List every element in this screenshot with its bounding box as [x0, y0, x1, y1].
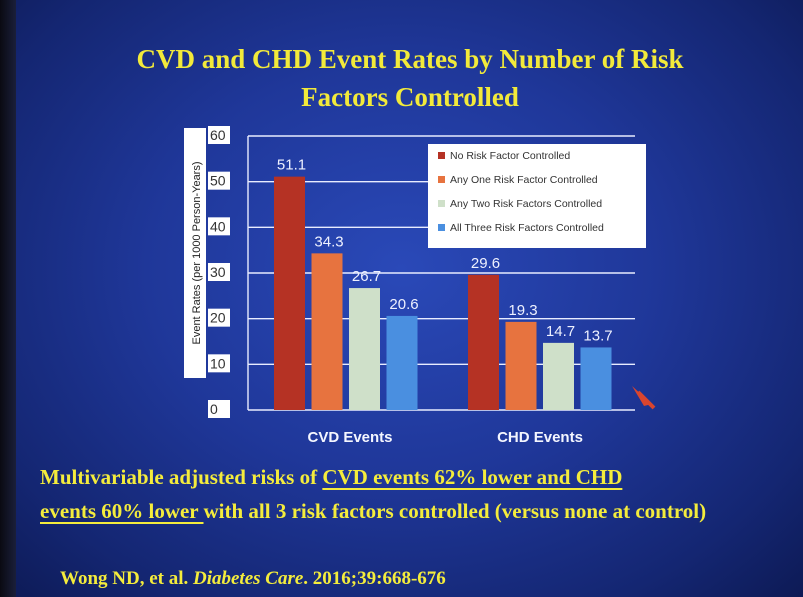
bar	[468, 274, 499, 410]
legend-swatch	[438, 224, 445, 231]
citation-rest: . 2016;39:668-676	[303, 568, 446, 589]
y-tick-label: 0	[210, 401, 218, 417]
bar	[386, 315, 418, 410]
data-label: 51.1	[277, 157, 306, 174]
slide-title: CVD and CHD Event Rates by Number of Ris…	[60, 40, 760, 116]
y-tick-label: 60	[210, 127, 226, 143]
y-tick-label: 10	[210, 355, 226, 371]
screen-bezel	[0, 0, 16, 597]
data-label: 26.7	[352, 268, 381, 285]
bar-chart: Event Rates (per 1000 Person-Years) 0 10 20…	[184, 126, 646, 446]
y-tick-box	[208, 217, 230, 236]
category-label: CHD Events	[497, 429, 583, 446]
citation: Wong ND, et al. Diabetes Care. 2016;39:6…	[60, 568, 446, 590]
legend-box	[428, 144, 646, 248]
citation-authors: Wong ND, et al.	[60, 568, 193, 589]
legend-label: Any Two Risk Factors Controlled	[450, 198, 602, 210]
title-line-2: Factors Controlled	[301, 82, 519, 112]
legend-label: No Risk Factor Controlled	[450, 150, 570, 162]
data-label: 19.3	[508, 302, 537, 319]
title-line-1: CVD and CHD Event Rates by Number of Ris…	[136, 44, 684, 74]
y-tick-box	[208, 263, 230, 281]
footer-underlined-2: events 60% lower	[40, 499, 204, 523]
footer-text-2: with all 3 risk factors controlled (vers…	[203, 499, 707, 523]
footer-underlined-1: CVD events 62% lower and CHD	[322, 465, 623, 489]
legend-swatch	[438, 176, 445, 183]
bar	[311, 253, 343, 410]
pointer-arrow-icon	[632, 386, 656, 410]
y-tick-box	[208, 308, 230, 327]
legend-swatch	[438, 200, 445, 207]
data-label: 20.6	[389, 296, 418, 313]
legend-swatch	[438, 152, 445, 159]
slide-footer: Multivariable adjusted risks of CVD even…	[40, 460, 790, 528]
data-label: 14.7	[546, 323, 575, 340]
y-tick-label: 20	[210, 310, 226, 326]
y-tick-box	[208, 354, 230, 373]
y-tick-label: 30	[210, 264, 226, 280]
bar	[505, 321, 537, 410]
bar	[274, 176, 305, 410]
y-tick-label: 40	[210, 218, 226, 234]
bar	[580, 347, 612, 410]
bar	[349, 288, 380, 410]
y-axis-label: Event Rates (per 1000 Person-Years)	[191, 161, 203, 344]
legend-label: Any One Risk Factor Controlled	[450, 174, 598, 186]
data-label: 34.3	[314, 233, 343, 250]
data-label: 29.6	[471, 255, 500, 272]
bar	[543, 342, 574, 410]
y-tick-box	[208, 126, 230, 144]
data-label: 13.7	[583, 327, 612, 344]
y-axis-label-panel	[184, 128, 206, 378]
y-tick-box	[208, 171, 230, 190]
citation-journal: Diabetes Care	[193, 568, 304, 589]
legend-label: All Three Risk Factors Controlled	[450, 222, 604, 234]
footer-text-1: Multivariable adjusted risks of	[40, 465, 323, 489]
y-tick-box	[208, 400, 230, 418]
category-label: CVD Events	[307, 429, 392, 446]
y-tick-label: 50	[210, 173, 226, 189]
